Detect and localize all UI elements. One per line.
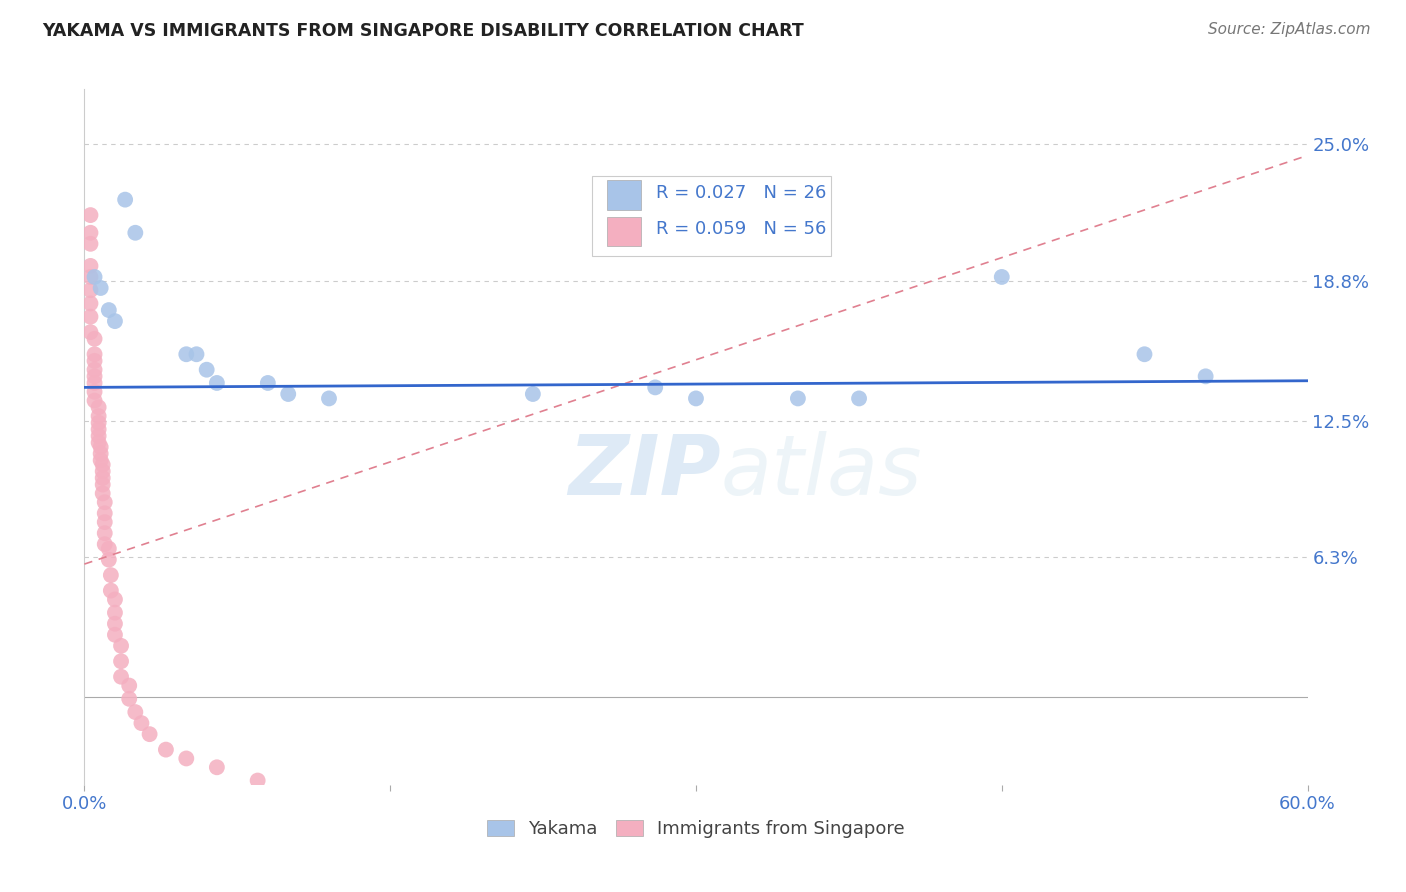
FancyBboxPatch shape (606, 217, 641, 245)
Text: YAKAMA VS IMMIGRANTS FROM SINGAPORE DISABILITY CORRELATION CHART: YAKAMA VS IMMIGRANTS FROM SINGAPORE DISA… (42, 22, 804, 40)
Text: Source: ZipAtlas.com: Source: ZipAtlas.com (1208, 22, 1371, 37)
Point (118, 679, 141, 693)
Point (83, 384, 105, 399)
Text: R = 0.059   N = 56: R = 0.059 N = 56 (655, 220, 825, 238)
Point (97, 303, 120, 318)
FancyBboxPatch shape (606, 180, 641, 210)
Point (79, 208, 101, 222)
Point (644, 380, 666, 394)
Point (79, 236, 101, 251)
Point (90, 453, 112, 467)
Point (110, 639, 132, 653)
Point (257, 376, 280, 390)
Point (83, 354, 105, 368)
Point (93, 495, 115, 509)
Point (91, 486, 114, 500)
Point (93, 515, 115, 529)
Point (205, 376, 228, 390)
Point (97, 541, 120, 556)
Point (87, 435, 110, 450)
Point (79, 296, 101, 310)
Point (87, 422, 110, 436)
Point (522, 387, 544, 401)
Point (97, 552, 120, 566)
Point (104, 606, 127, 620)
Point (83, 332, 105, 346)
Point (195, 362, 218, 376)
Point (90, 281, 112, 295)
Point (1195, 369, 1218, 384)
Point (83, 347, 105, 361)
Point (110, 670, 132, 684)
Point (93, 537, 115, 551)
Point (83, 269, 105, 284)
Point (83, 362, 105, 376)
Point (685, 392, 707, 406)
Point (79, 310, 101, 324)
Point (114, 193, 136, 207)
Point (93, 526, 115, 541)
Point (124, 226, 146, 240)
Point (104, 628, 127, 642)
Point (848, 392, 870, 406)
Point (104, 314, 127, 328)
Point (118, 691, 141, 706)
Point (277, 387, 299, 401)
Point (124, 705, 146, 719)
Point (138, 727, 160, 741)
Point (131, 716, 153, 731)
Point (174, 347, 197, 361)
Point (1133, 347, 1156, 361)
Text: ZIP: ZIP (568, 432, 720, 512)
Point (83, 393, 105, 408)
Point (104, 592, 127, 607)
Point (787, 392, 810, 406)
Point (174, 751, 197, 765)
Point (91, 477, 114, 491)
Point (91, 458, 114, 472)
Point (91, 464, 114, 478)
Point (79, 226, 101, 240)
Point (100, 583, 122, 598)
Point (155, 742, 177, 756)
Text: atlas: atlas (720, 432, 922, 512)
Point (79, 269, 101, 284)
FancyBboxPatch shape (592, 177, 831, 256)
Point (79, 259, 101, 273)
Point (186, 347, 208, 361)
Point (83, 376, 105, 390)
Text: R = 0.027   N = 26: R = 0.027 N = 26 (655, 184, 825, 202)
Point (91, 471, 114, 485)
Point (90, 440, 112, 454)
Point (87, 416, 110, 430)
Point (90, 447, 112, 461)
Point (100, 568, 122, 582)
Point (205, 760, 228, 774)
Point (87, 401, 110, 415)
Legend: Yakama, Immigrants from Singapore: Yakama, Immigrants from Singapore (479, 813, 912, 846)
Point (87, 429, 110, 443)
Point (87, 409, 110, 423)
Point (93, 506, 115, 520)
Point (83, 369, 105, 384)
Point (79, 325, 101, 339)
Point (110, 654, 132, 668)
Point (104, 616, 127, 631)
Point (991, 269, 1014, 284)
Point (318, 392, 340, 406)
Point (79, 283, 101, 297)
Point (246, 773, 269, 788)
